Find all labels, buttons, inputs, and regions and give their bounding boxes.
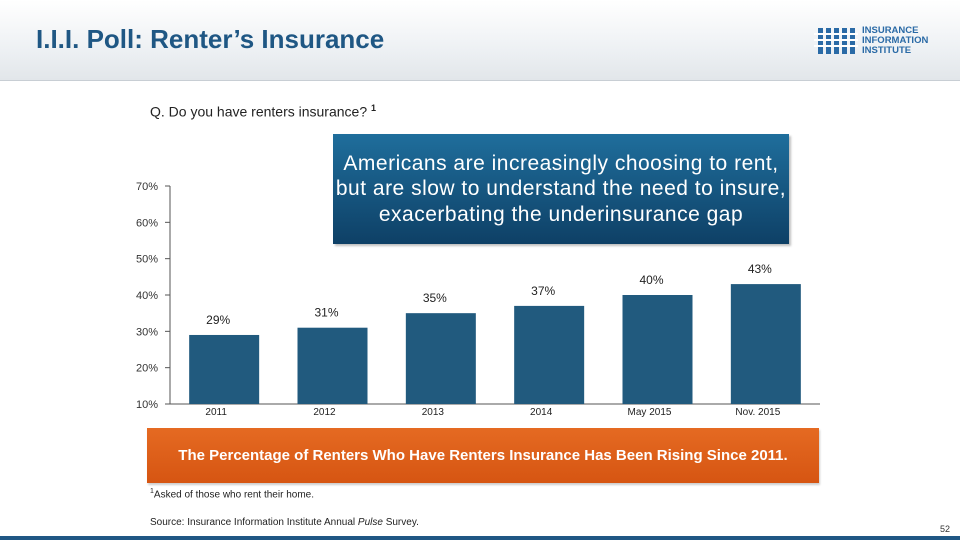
page-title: I.I.I. Poll: Renter’s Insurance — [36, 24, 385, 54]
bar — [514, 305, 585, 404]
iii-logo-text: INSURANCE INFORMATION INSTITUTE — [862, 26, 928, 56]
title-bar: I.I.I. Poll: Renter’s Insurance INSURANC… — [0, 0, 960, 81]
source-suffix: Survey. — [382, 517, 419, 528]
x-tick-label: 2013 — [422, 407, 445, 418]
conclusion-banner: The Percentage of Renters Who Have Rente… — [147, 428, 819, 483]
iii-logo-icon — [814, 28, 858, 54]
y-tick-label: 10% — [136, 399, 158, 411]
logo-line: INFORMATION — [862, 35, 929, 46]
survey-question: Q. Do you have renters insurance? 1 — [150, 103, 376, 120]
footnote: 1Asked of those who rent their home. — [150, 488, 314, 500]
x-tick-label: 2011 — [205, 407, 227, 418]
iii-logo: INSURANCE INFORMATION INSTITUTE — [814, 26, 954, 56]
bar-value-label: 29% — [206, 313, 230, 327]
footnote-marker: 1 — [150, 488, 154, 495]
bar-value-label: 40% — [639, 273, 663, 287]
y-tick-label: 30% — [136, 326, 158, 338]
y-tick-label: 60% — [136, 217, 158, 229]
source-note: Source: Insurance Information Institute … — [150, 517, 419, 528]
y-tick-label: 20% — [136, 363, 158, 375]
logo-line: INSURANCE — [862, 25, 919, 36]
bar-value-label: 37% — [531, 284, 555, 298]
x-tick-label: Nov. 2015 — [735, 407, 780, 418]
source-prefix: Source: Insurance Information Institute … — [150, 517, 358, 528]
callout-text: Americans are increasingly choosing to r… — [335, 151, 787, 226]
callout-box: Americans are increasingly choosing to r… — [333, 134, 789, 244]
bar — [189, 334, 260, 404]
y-tick-label: 70% — [136, 181, 158, 193]
x-tick-label: May 2015 — [628, 407, 672, 418]
x-tick-label: 2014 — [530, 407, 553, 418]
bar-value-label: 35% — [423, 291, 447, 305]
y-tick-label: 50% — [136, 254, 158, 266]
banner-text: The Percentage of Renters Who Have Rente… — [178, 447, 788, 464]
page-number: 52 — [940, 524, 951, 534]
logo-line: INSTITUTE — [862, 45, 912, 56]
bottom-bar — [0, 536, 960, 540]
question-text: Q. Do you have renters insurance? — [150, 103, 368, 120]
x-tick-label: 2012 — [313, 407, 336, 418]
footnote-text: Asked of those who rent their home. — [153, 489, 314, 501]
bar-value-label: 31% — [314, 306, 338, 320]
bar — [622, 295, 693, 404]
source-italic: Pulse — [357, 517, 383, 528]
bar — [730, 284, 801, 404]
question-footnote-marker: 1 — [371, 103, 377, 113]
bar-value-label: 43% — [748, 262, 772, 276]
y-tick-label: 40% — [136, 290, 158, 302]
bar — [297, 327, 368, 404]
bar — [405, 313, 476, 404]
